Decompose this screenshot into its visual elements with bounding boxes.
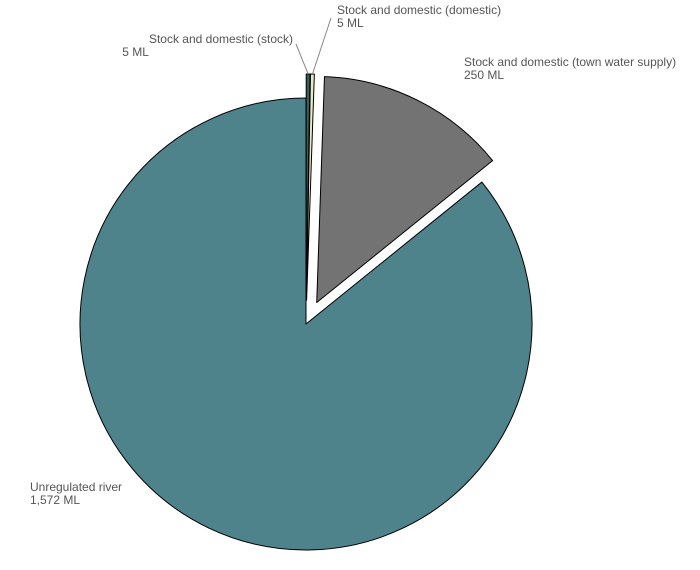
slice-value-1: 5 ML	[337, 16, 364, 30]
leader-line-1	[311, 17, 332, 75]
pie-slices	[79, 73, 533, 551]
slice-label-0: Stock and domestic (stock) 5 ML	[122, 32, 293, 59]
slice-name-2: Stock and domestic (town water supply)	[464, 55, 676, 69]
slice-label-2: Stock and domestic (town water supply) 25…	[464, 55, 676, 82]
pie-slice-3	[79, 97, 533, 551]
leader-lines	[295, 17, 332, 75]
slice-value-0: 5 ML	[122, 45, 149, 59]
slice-label-1: Stock and domestic (domestic) 5 ML	[337, 3, 501, 30]
slice-name-1: Stock and domestic (domestic)	[337, 3, 501, 17]
leader-line-0	[295, 43, 309, 75]
slice-name-0: Stock and domestic (stock)	[149, 32, 293, 46]
slice-value-3: 1,572 ML	[30, 493, 80, 507]
slice-label-3: Unregulated river 1,572 ML	[30, 480, 122, 507]
slice-value-2: 250 ML	[464, 68, 504, 82]
pie-slice-2	[316, 76, 494, 304]
slice-name-3: Unregulated river	[30, 480, 122, 494]
